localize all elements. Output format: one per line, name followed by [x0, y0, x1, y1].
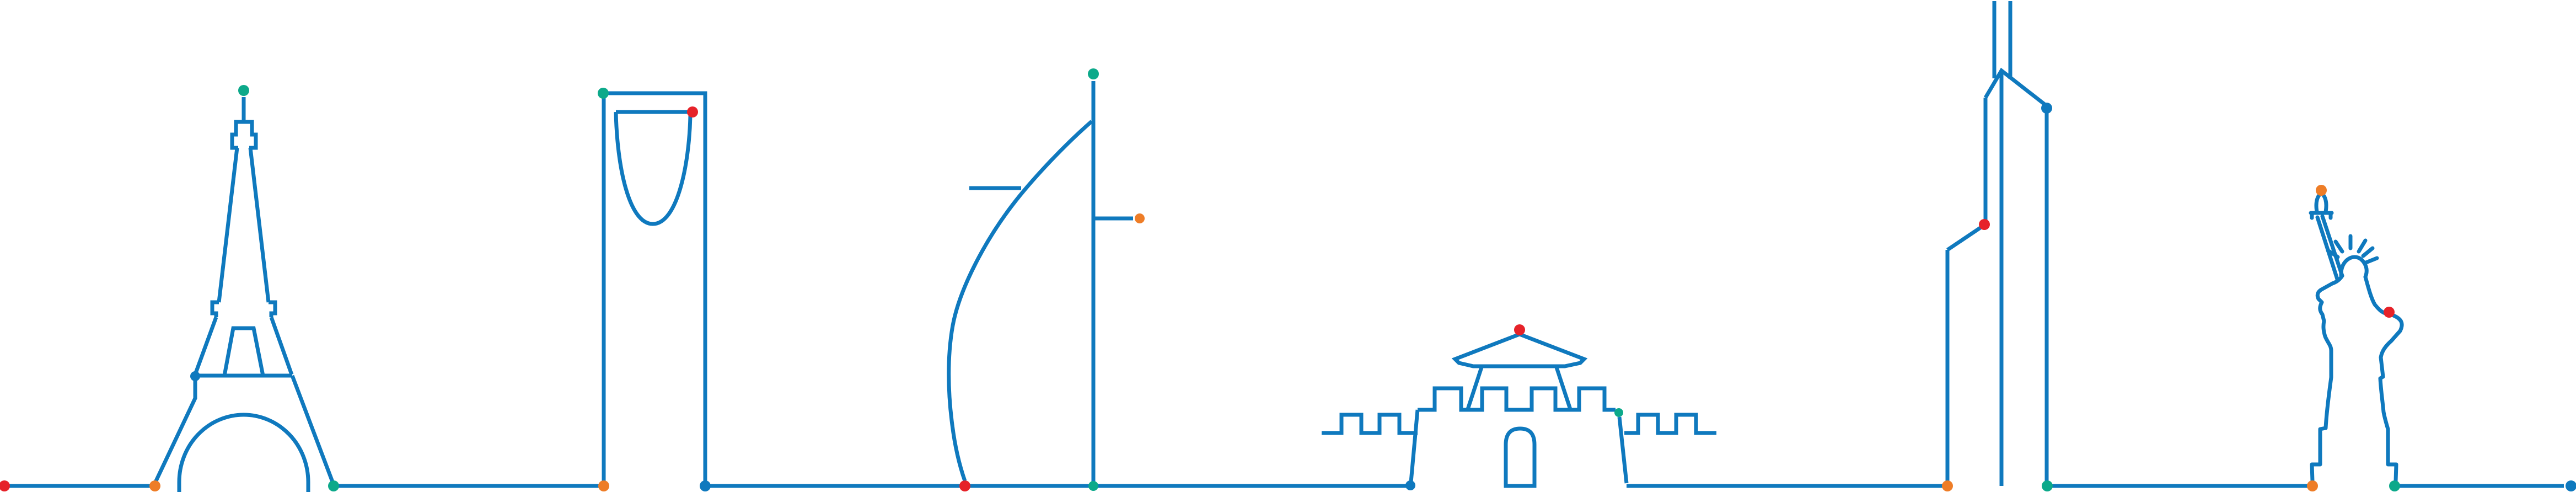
- gate-battlement-right-dot: [1614, 408, 1623, 417]
- eiffel-mid-leg-right: [269, 316, 294, 376]
- eiffel-lower-leg-right: [290, 375, 335, 484]
- kingdom-outline: [602, 91, 707, 483]
- skyscraper-bottom-right-dot: [2042, 480, 2053, 491]
- kingdom-top-left-dot: [598, 88, 609, 99]
- gate-battlement: [1418, 386, 1616, 412]
- eiffel-upper-leg-left: [217, 147, 239, 303]
- gate-outer-wall-right: [1624, 413, 1716, 435]
- eiffel-platform1-right: [269, 300, 277, 317]
- liberty-torch-balcony: [2309, 211, 2334, 220]
- gate-roof: [1451, 332, 1588, 368]
- eiffel-upper-leg-right: [248, 147, 271, 303]
- burj-mast-top-dot: [1088, 68, 1099, 79]
- eiffel-lower-leg-left: [153, 381, 197, 484]
- kingdom-arch-top-right-dot: [687, 106, 698, 117]
- skyscraper-bottom-left-dot: [1942, 480, 1953, 491]
- eiffel-mid-leg-left: [194, 316, 218, 374]
- eiffel-platform1-left: [210, 300, 219, 317]
- route-waypoint-dots: [0, 68, 2576, 491]
- liberty-tablet-arm: [2378, 313, 2404, 483]
- gate-door: [1504, 426, 1537, 488]
- gate-bottom-left-dot: [1405, 480, 1415, 490]
- kingdom-centre-icon: [602, 91, 707, 483]
- eiffel-right-foot-dot: [328, 480, 339, 491]
- gate-wall-right-edge: [1617, 416, 1629, 484]
- liberty-crown-rays: [2326, 234, 2379, 265]
- eiffel-spire-top-dot: [238, 85, 249, 96]
- gate-pillar-right: [1554, 366, 1573, 410]
- liberty-head: [2339, 255, 2369, 279]
- liberty-left-robe: [2310, 274, 2344, 483]
- eiffel-tower-icon: [153, 97, 335, 492]
- burj-sail-base-dot: [959, 480, 970, 491]
- gate-outer-wall-left: [1322, 413, 1418, 435]
- baseline-left-end-dot: [0, 480, 10, 491]
- eiffel-left-platform-dot: [190, 371, 200, 381]
- liberty-tablet-dot: [2384, 307, 2395, 318]
- great-wall-gate-icon: [1322, 332, 1716, 488]
- statue-of-liberty-icon: [2309, 191, 2404, 483]
- eiffel-arch: [177, 413, 310, 492]
- liberty-arm: [2315, 214, 2344, 281]
- kingdom-inner-arch: [614, 111, 693, 226]
- liberty-base-left-dot: [2307, 480, 2318, 491]
- liberty-base-right-dot: [2389, 480, 2400, 491]
- liberty-flame: [2314, 191, 2328, 214]
- burj-mast-base-dot: [1088, 481, 1098, 491]
- spire-skyscraper-icon: [1945, 1, 2049, 486]
- liberty-right-shoulder: [2363, 275, 2387, 315]
- kingdom-bottom-left-dot: [598, 480, 609, 491]
- kingdom-bottom-right-dot: [700, 480, 711, 491]
- gate-wall-left-edge: [1409, 409, 1420, 483]
- eiffel-top-structure: [230, 120, 258, 150]
- skyscraper-setback: [1946, 224, 1984, 252]
- baseline-right-end-dot: [2566, 480, 2576, 491]
- eiffel-window: [222, 326, 266, 378]
- gate-roof-peak-dot: [1514, 324, 1525, 335]
- burj-side-arm-dot: [1135, 213, 1145, 223]
- skyscraper-left-setback-dot: [1979, 219, 1990, 230]
- liberty-torch-dot: [2316, 185, 2327, 196]
- skyscraper-right-shoulder-dot: [2041, 103, 2052, 114]
- burj-sail: [947, 120, 1093, 482]
- gate-pillar-left: [1466, 366, 1484, 410]
- eiffel-left-foot-dot: [149, 480, 160, 491]
- burj-al-arab-icon: [947, 81, 1133, 483]
